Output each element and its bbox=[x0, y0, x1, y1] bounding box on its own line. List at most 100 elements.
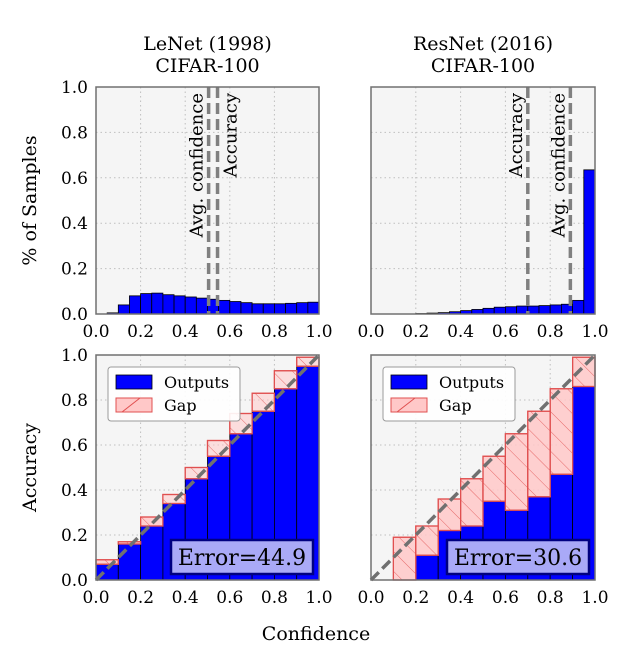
resnet-hist-vline-label: Avg. confidence bbox=[548, 93, 569, 238]
resnet-reliability-xtick-label: 1.0 bbox=[581, 588, 608, 608]
resnet-reliability-error-box bbox=[445, 538, 591, 576]
lenet-reliability-legend-gap-swatch bbox=[115, 397, 153, 413]
resnet-hist-subtitle: CIFAR-100 bbox=[431, 55, 535, 77]
resnet-hist-xtick-label: 0.4 bbox=[447, 322, 474, 342]
lenet-reliability-ytick-label: 1.0 bbox=[61, 346, 88, 366]
lenet-hist-xtick-label: 1.0 bbox=[305, 322, 332, 342]
lenet-hist-bar bbox=[296, 302, 309, 315]
resnet-hist-xtick-label: 1.0 bbox=[581, 322, 608, 342]
lenet-hist-bar bbox=[151, 292, 164, 315]
lenet-hist-bar bbox=[240, 302, 253, 315]
lenet-hist-vline-label: Accuracy bbox=[221, 92, 242, 178]
lenet-reliability-ylabel: Accuracy bbox=[19, 423, 41, 513]
resnet-hist-panel: Accuracy Avg. confidence ResNet (2016)CIFA… bbox=[357, 33, 608, 342]
lenet-hist-ytick-label: 1.0 bbox=[61, 78, 88, 98]
lenet-hist-ytick-label: 0.0 bbox=[61, 305, 88, 325]
resnet-hist-bar bbox=[538, 305, 551, 315]
lenet-reliability-xtick-label: 0.4 bbox=[172, 588, 199, 608]
lenet-reliability-legend-outputs-label: Outputs bbox=[164, 373, 229, 392]
lenet-hist-xtick-label: 0.6 bbox=[216, 322, 243, 342]
lenet-hist-xtick-label: 0.0 bbox=[82, 322, 109, 342]
lenet-hist-bar bbox=[173, 295, 186, 315]
resnet-hist-vline-label: Accuracy bbox=[506, 92, 527, 178]
lenet-reliability-xtick-label: 0.6 bbox=[216, 588, 243, 608]
resnet-reliability-legend-outputs-swatch bbox=[390, 374, 428, 390]
resnet-hist-frame bbox=[370, 86, 596, 315]
lenet-hist-bar bbox=[285, 302, 298, 315]
resnet-hist-xtick-label: 0.2 bbox=[402, 322, 429, 342]
resnet-reliability-gap-hatch bbox=[437, 498, 462, 532]
resnet-reliability-xtick-label: 0.4 bbox=[447, 588, 474, 608]
lenet-reliability-gap-hatch bbox=[117, 541, 142, 545]
lenet-reliability-xtick-label: 1.0 bbox=[305, 588, 332, 608]
lenet-hist-bar bbox=[129, 295, 141, 315]
resnet-reliability-gap-hatch bbox=[392, 536, 417, 581]
lenet-reliability-frame bbox=[95, 354, 320, 581]
resnet-reliability-xtick-label: 0.2 bbox=[402, 588, 429, 608]
figure-xlabel: Confidence bbox=[262, 623, 370, 645]
lenet-reliability-ytick-label: 0.6 bbox=[61, 436, 88, 456]
lenet-hist-bar bbox=[195, 297, 208, 315]
resnet-reliability-legend-outputs-label: Outputs bbox=[439, 373, 504, 392]
lenet-reliability-ytick-label: 0.4 bbox=[61, 481, 88, 501]
resnet-hist-xtick-label: 0.8 bbox=[537, 322, 564, 342]
resnet-hist-bar bbox=[504, 306, 517, 315]
lenet-reliability-xtick-label: 0.2 bbox=[127, 588, 154, 608]
resnet-hist-title: ResNet (2016) bbox=[413, 33, 553, 55]
resnet-hist-bar bbox=[549, 304, 562, 315]
resnet-reliability-gap-hatch bbox=[504, 433, 529, 511]
resnet-hist-bar bbox=[493, 306, 506, 315]
lenet-hist-bar bbox=[184, 296, 197, 315]
lenet-reliability-legend-gap-label: Gap bbox=[164, 396, 197, 415]
resnet-reliability-gap-hatch bbox=[527, 410, 551, 498]
lenet-reliability-legend-gap-hatch bbox=[121, 397, 141, 413]
resnet-reliability-xtick-label: 0.6 bbox=[492, 588, 519, 608]
lenet-hist-bar bbox=[218, 299, 231, 315]
lenet-hist-bar bbox=[162, 294, 175, 315]
lenet-hist-xtick-label: 0.2 bbox=[127, 322, 154, 342]
lenet-hist-bar bbox=[117, 304, 130, 315]
lenet-reliability-ytick-label: 0.2 bbox=[61, 526, 88, 546]
lenet-hist-bar bbox=[140, 293, 153, 315]
lenet-reliability-gap-hatch bbox=[184, 466, 209, 480]
resnet-hist-xtick-label: 0.0 bbox=[357, 322, 384, 342]
resnet-reliability-legend-gap-hatch bbox=[396, 397, 416, 413]
lenet-hist-bar bbox=[307, 301, 320, 315]
lenet-hist-subtitle: CIFAR-100 bbox=[155, 55, 259, 77]
resnet-reliability-error-label: Error=30.6 bbox=[454, 546, 582, 571]
resnet-reliability-legend-gap-label: Gap bbox=[439, 396, 472, 415]
resnet-reliability-panel: Outputs Gap Error=30.6 0.0 0.2 0.4 0.6 0.8 1.0 bbox=[357, 353, 609, 608]
lenet-hist-ytick-label: 0.6 bbox=[61, 169, 88, 189]
resnet-reliability-legend-gap-swatch bbox=[390, 397, 428, 413]
lenet-hist-ytick-label: 0.8 bbox=[61, 123, 88, 143]
lenet-hist-ytick-label: 0.4 bbox=[61, 214, 88, 234]
resnet-reliability-xtick-label: 0.0 bbox=[357, 588, 384, 608]
resnet-hist-bar bbox=[482, 307, 495, 315]
resnet-hist-xtick-label: 0.6 bbox=[492, 322, 519, 342]
lenet-reliability-ytick-label: 0.8 bbox=[61, 391, 88, 411]
resnet-reliability-gap-hatch bbox=[460, 478, 484, 527]
lenet-reliability-legend-outputs-swatch bbox=[115, 374, 153, 390]
resnet-hist-bar bbox=[572, 299, 585, 315]
lenet-reliability-ytick-label: 0.0 bbox=[61, 571, 88, 591]
resnet-hist-bar bbox=[583, 169, 596, 315]
lenet-hist-ytick-label: 0.2 bbox=[61, 260, 88, 280]
lenet-hist-xtick-label: 0.8 bbox=[261, 322, 288, 342]
lenet-reliability-error-label: Error=44.9 bbox=[178, 546, 306, 571]
lenet-hist-bar bbox=[262, 303, 275, 315]
lenet-hist-bar bbox=[273, 303, 286, 315]
lenet-hist-title: LeNet (1998) bbox=[143, 33, 272, 55]
lenet-reliability-error-box bbox=[169, 538, 315, 576]
lenet-reliability-xtick-label: 0.0 bbox=[82, 588, 109, 608]
resnet-reliability-diagonal bbox=[369, 353, 597, 582]
lenet-hist-bar bbox=[251, 303, 264, 315]
resnet-reliability-gap-hatch bbox=[549, 388, 574, 475]
resnet-reliability-outputs-bar bbox=[415, 554, 439, 581]
lenet-reliability-diagonal bbox=[94, 353, 321, 582]
lenet-hist-ylabel: % of Samples bbox=[19, 135, 41, 265]
lenet-hist-vline-label: Avg. confidence bbox=[187, 93, 208, 238]
resnet-hist-background bbox=[371, 87, 595, 314]
resnet-reliability-gap-hatch bbox=[415, 525, 439, 556]
resnet-reliability-frame bbox=[370, 354, 596, 581]
